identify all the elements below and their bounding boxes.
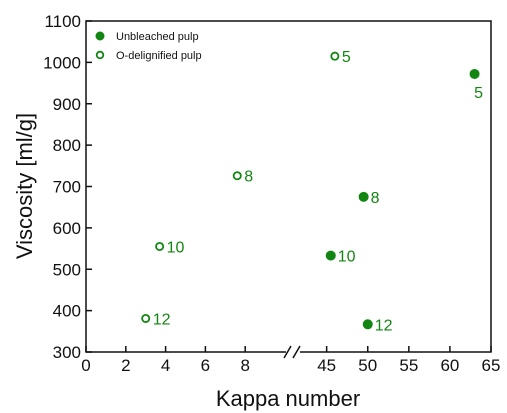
x-tick-label: 55 [399, 356, 418, 375]
legend-entry-label: O-delignified pulp [116, 50, 202, 62]
y-tick-label: 700 [53, 178, 81, 197]
x-axis-title: Kappa number [216, 386, 360, 411]
point-label: 8 [244, 169, 253, 186]
y-axis-title: Viscosity [ml/g] [12, 113, 37, 259]
point-label: 10 [167, 239, 185, 256]
y-tick-label: 600 [53, 219, 81, 238]
x-tick-label: 2 [121, 356, 130, 375]
y-tick-label: 1100 [44, 12, 81, 31]
unbleached-point [362, 319, 373, 330]
x-axis: 0 2 4 6 8 45 50 55 60 65 [81, 346, 500, 375]
o-delignified-point [155, 241, 165, 251]
data-points: 5 8 10 12 5 8 10 12 [141, 49, 483, 334]
legend-filled-marker [95, 31, 105, 41]
unbleached-point [469, 68, 480, 79]
o-delignified-point [232, 171, 242, 181]
plot-frame [85, 20, 492, 353]
legend-entry-label: Unbleached pulp [116, 31, 199, 43]
x-tick-label: 50 [358, 356, 377, 375]
o-delignified-point [141, 313, 151, 323]
x-tick-label: 60 [440, 356, 459, 375]
x-tick-label: 8 [240, 356, 249, 375]
point-label: 8 [371, 190, 380, 207]
y-tick-label: 400 [53, 302, 81, 321]
x-tick-label: 0 [81, 356, 90, 375]
point-label: 10 [338, 249, 356, 266]
unbleached-point [325, 250, 336, 261]
x-tick-label: 6 [201, 356, 210, 375]
point-label: 5 [342, 49, 351, 66]
point-label: 12 [375, 317, 393, 334]
axis-break-slash [283, 345, 292, 359]
y-axis: 300 400 500 600 700 800 900 1000 1100 [43, 12, 92, 362]
unbleached-point [358, 191, 369, 202]
point-label: 5 [474, 85, 483, 102]
y-tick-label: 900 [53, 95, 81, 114]
legend-open-marker [95, 50, 105, 60]
y-tick-label: 300 [53, 343, 81, 362]
y-tick-label: 500 [53, 260, 81, 279]
y-tick-label: 800 [53, 136, 81, 155]
o-delignified-point [330, 51, 340, 61]
y-tick-label: 1000 [43, 53, 81, 72]
legend: Unbleached pulp O-delignified pulp [95, 31, 202, 62]
x-axis-break-marker [283, 345, 301, 359]
x-tick-label: 45 [317, 356, 336, 375]
x-tick-label: 65 [482, 356, 501, 375]
point-label: 12 [153, 311, 171, 328]
axis-break-slash [292, 345, 301, 359]
x-tick-label: 4 [161, 356, 170, 375]
